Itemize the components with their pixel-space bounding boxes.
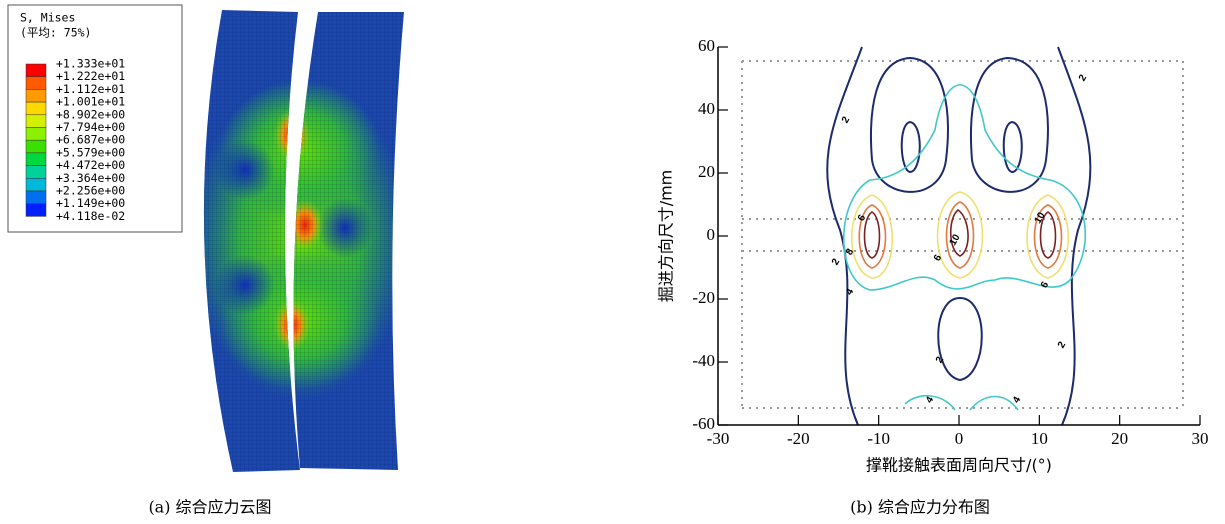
- contour-line: [938, 192, 983, 278]
- contour-label: 4: [844, 287, 857, 298]
- y-axis-label: 掘进方向尺寸/mm: [657, 170, 676, 303]
- contour-label: 2: [830, 257, 843, 268]
- legend-swatch: [26, 102, 46, 115]
- figure: S, Mises (平均: 75%) +1.333e+01+1.222e+01+…: [0, 0, 1225, 524]
- legend-swatch: [26, 178, 46, 191]
- legend-swatch: [26, 89, 46, 102]
- legend-swatch: [26, 115, 46, 128]
- legend-swatch: [26, 140, 46, 153]
- x-axis-label: 撑靴接触表面周向尺寸/(°): [866, 456, 1052, 475]
- caption: (b) 综合应力分布图: [850, 498, 990, 517]
- legend-label: +4.118e-02: [56, 209, 125, 223]
- y-tick-label: 40: [698, 99, 715, 118]
- contour-label: 2: [1077, 73, 1090, 84]
- legend-title: S, Mises: [20, 11, 75, 25]
- contour-label: 10: [948, 232, 963, 248]
- x-tick-label: 30: [1192, 429, 1209, 448]
- x-tick-label: 0: [955, 429, 964, 448]
- legend-swatch: [26, 166, 46, 179]
- x-tick-label: 10: [1031, 429, 1048, 448]
- legend-swatch: [26, 77, 46, 90]
- legend-swatch: [26, 153, 46, 166]
- legend-subtitle: (平均: 75%): [20, 26, 91, 40]
- x-tick-label: -10: [867, 429, 890, 448]
- legend: +1.333e+01+1.222e+01+1.112e+01+1.001e+01…: [26, 57, 125, 223]
- y-tick-label: 60: [698, 36, 715, 55]
- y-tick-label: 0: [707, 225, 716, 244]
- y-tick-label: 20: [698, 162, 715, 181]
- legend-swatch: [26, 191, 46, 204]
- contour-line: [827, 47, 862, 425]
- contour-line: [902, 122, 920, 172]
- contour-label: 10: [1033, 210, 1048, 226]
- y-tick-label: -40: [692, 351, 715, 370]
- legend-swatch: [26, 64, 46, 77]
- contour-line: [844, 85, 1086, 290]
- contour-label: 2: [840, 115, 853, 126]
- contour-plot: 2222244466681010-60-40-200204060-30-20-1…: [657, 36, 1209, 475]
- contour-label: 2: [1056, 340, 1069, 351]
- stress-cloud: [170, 0, 420, 480]
- caption: (a) 综合应力云图: [148, 498, 271, 517]
- x-tick-label: -20: [787, 429, 810, 448]
- contour-label: 6: [1039, 280, 1052, 291]
- x-tick-label: -30: [707, 429, 730, 448]
- contour-line: [938, 298, 982, 380]
- legend-swatch: [26, 128, 46, 141]
- contour-line: [971, 58, 1048, 192]
- legend-swatch: [26, 204, 46, 217]
- x-tick-label: 20: [1111, 429, 1128, 448]
- y-tick-label: -20: [692, 288, 715, 307]
